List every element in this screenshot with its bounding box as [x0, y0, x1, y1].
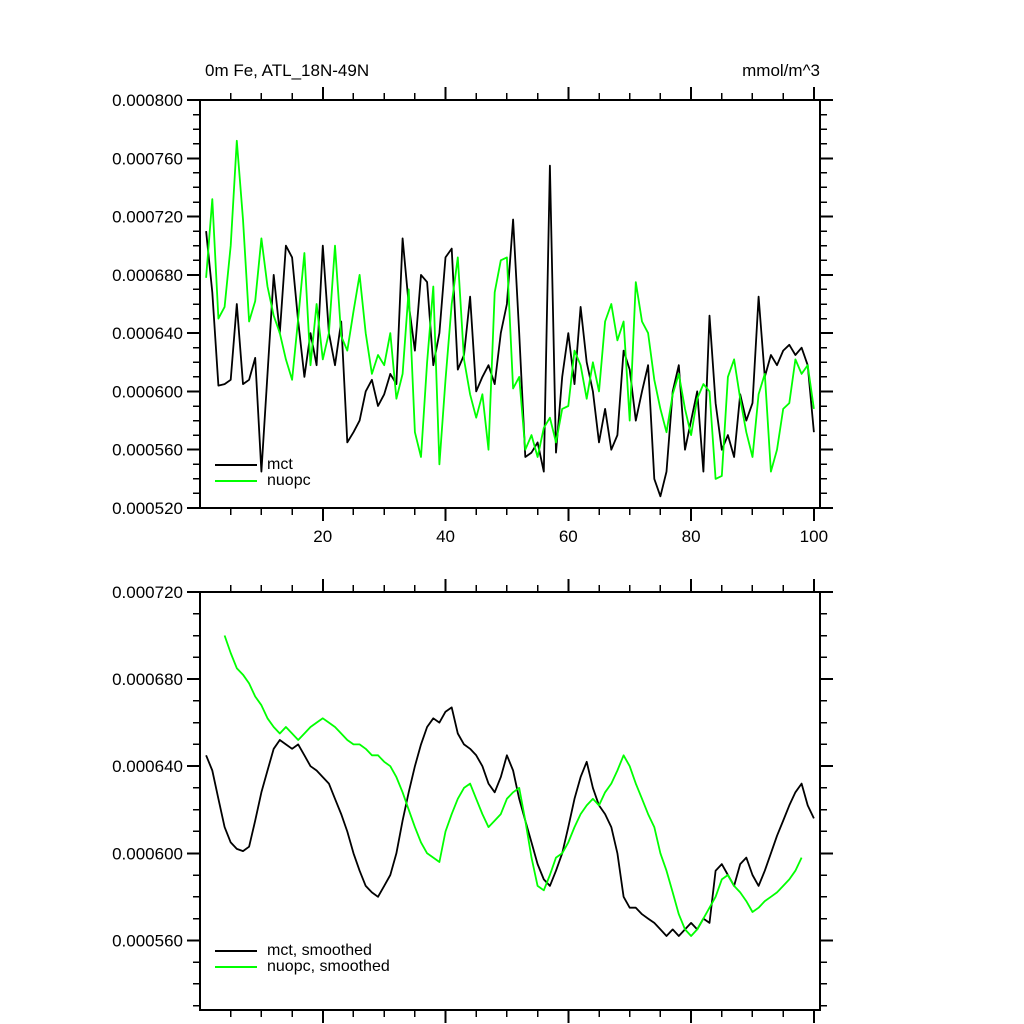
legend-item-mct-smoothed: mct, smoothed [215, 943, 390, 959]
legend-line-swatch-nuopc [215, 480, 257, 482]
ytick-label: 0.000640 [112, 757, 183, 776]
chart1-units-label: mmol/m^3 [742, 61, 820, 80]
legend-label-mct-smoothed: mct, smoothed [267, 942, 372, 959]
legend-item-mct: mct [215, 457, 311, 473]
series-line-mct-smoothed [205, 706, 815, 937]
xtick-label: 60 [559, 527, 578, 546]
xtick-label: 80 [682, 527, 701, 546]
chart1-title: 0m Fe, ATL_18N-49N [205, 61, 370, 80]
ytick-label: 0.000680 [112, 266, 183, 285]
series-line-nuopc-smoothed [223, 635, 803, 937]
ytick-label: 0.000720 [112, 208, 183, 227]
ytick-label: 0.000720 [112, 583, 183, 602]
ytick-label: 0.000520 [112, 499, 183, 518]
chart-1: 0.000520 0.000560 0.000600 0.000640 0.000680… [112, 87, 833, 546]
legend-item-nuopc-smoothed: nuopc, smoothed [215, 959, 390, 975]
legend-label-nuopc-smoothed: nuopc, smoothed [267, 958, 390, 975]
legend-label-mct: mct [267, 456, 293, 473]
chart2-legend: mct, smoothed nuopc, smoothed [215, 943, 390, 975]
xtick-label: 20 [313, 527, 332, 546]
legend-line-swatch-nuopc-smoothed [215, 966, 257, 968]
ytick-label: 0.000560 [112, 441, 183, 460]
xtick-label: 100 [800, 527, 828, 546]
ytick-label: 0.000680 [112, 670, 183, 689]
ytick-label: 0.000600 [112, 844, 183, 863]
legend-line-swatch-mct [215, 464, 257, 466]
chart1-legend: mct nuopc [215, 457, 311, 489]
legend-label-nuopc: nuopc [267, 472, 311, 489]
ytick-label: 0.000760 [112, 149, 183, 168]
ytick-label: 0.000800 [112, 91, 183, 110]
ytick-label: 0.000600 [112, 382, 183, 401]
series-line-mct [205, 164, 815, 498]
series-line-nuopc [205, 139, 815, 480]
legend-item-nuopc: nuopc [215, 473, 311, 489]
ytick-label: 0.000640 [112, 324, 183, 343]
ytick-label: 0.000560 [112, 931, 183, 950]
legend-line-swatch-mct-smoothed [215, 950, 257, 952]
xtick-label: 40 [436, 527, 455, 546]
chart-2: 0.000560 0.000600 0.000640 0.000680 0.000720… [112, 579, 833, 1023]
